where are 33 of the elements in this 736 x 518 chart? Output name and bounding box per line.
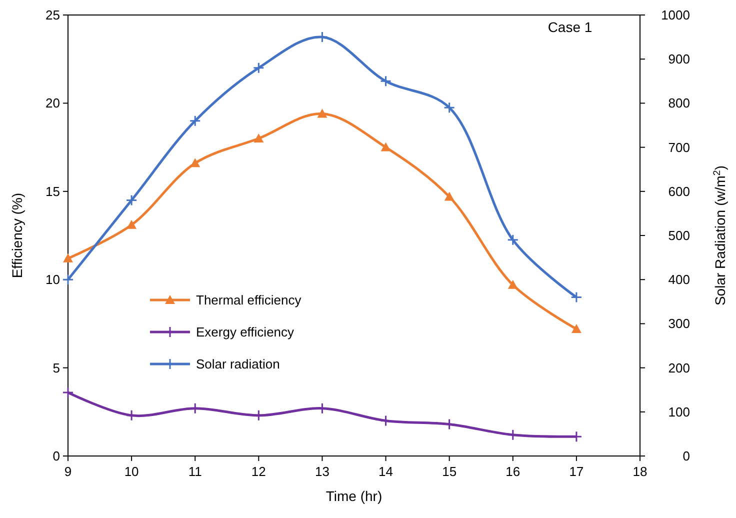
y2-tick-label: 900 <box>668 52 690 67</box>
annotation: Case 1 <box>548 19 592 35</box>
y2-tick-label: 200 <box>668 360 690 376</box>
y2-tick-label: 1000 <box>661 8 690 22</box>
legend-label: Solar radiation <box>196 356 280 372</box>
y-tick-label: 5 <box>52 360 60 376</box>
x-tick-label: 18 <box>632 464 648 479</box>
x-tick-label: 9 <box>64 464 72 479</box>
y-tick-label: 20 <box>46 96 60 111</box>
x-tick-label: 15 <box>442 464 457 479</box>
y2-tick-label: 100 <box>668 404 690 420</box>
x-tick-label: 12 <box>251 464 266 479</box>
y-tick-label: 25 <box>46 8 60 22</box>
y2-tick-label: 0 <box>682 448 690 464</box>
legend-label: Exergy efficiency <box>196 324 295 340</box>
y2-tick-label: 400 <box>668 272 690 288</box>
y2-tick-label: 500 <box>668 228 690 243</box>
y-tick-label: 15 <box>46 184 60 199</box>
y2-tick-label: 300 <box>668 316 690 332</box>
y-axis-title: Efficiency (%) <box>9 192 25 278</box>
y2-tick-label: 600 <box>668 184 690 199</box>
y-tick-label: 10 <box>46 272 60 288</box>
x-tick-label: 13 <box>314 464 330 479</box>
x-tick-label: 10 <box>124 464 139 479</box>
x-axis-title: Time (hr) <box>326 488 382 504</box>
legend-label: Thermal efficiency <box>196 292 302 308</box>
x-tick-label: 16 <box>506 464 520 479</box>
y2-tick-label: 800 <box>668 96 690 111</box>
x-tick-label: 17 <box>569 464 584 479</box>
x-tick-label: 11 <box>188 464 202 479</box>
x-tick-label: 14 <box>378 464 394 479</box>
y2-tick-label: 700 <box>668 140 690 155</box>
y-tick-label: 0 <box>52 448 60 464</box>
